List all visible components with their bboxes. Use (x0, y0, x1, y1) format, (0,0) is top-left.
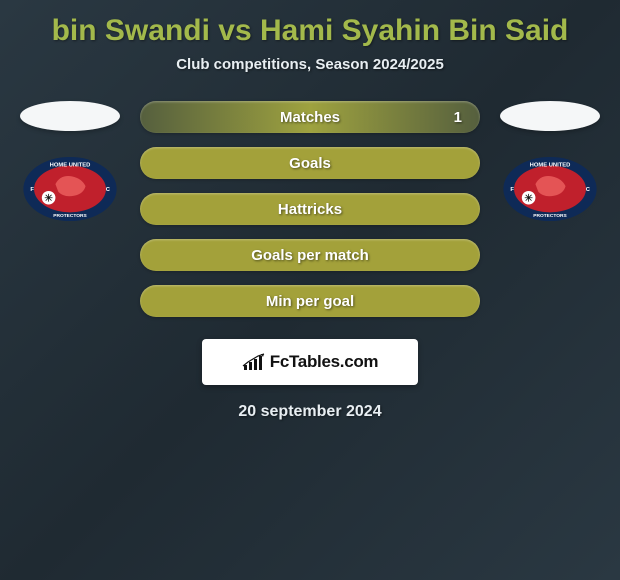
stats-column: Matches 1 Goals Hattricks Goals per matc… (140, 101, 480, 317)
svg-text:F: F (510, 187, 514, 193)
stat-label-hattricks: Hattricks (278, 201, 342, 218)
page-subtitle: Club competitions, Season 2024/2025 (0, 56, 620, 73)
stat-label-goals-per-match: Goals per match (251, 247, 369, 264)
brand-box[interactable]: FcTables.com (202, 339, 418, 385)
player-left-avatar[interactable] (20, 101, 120, 131)
svg-text:HOME UNITED: HOME UNITED (530, 163, 571, 169)
player-left-column: HOME UNITED PROTECTORS F C (20, 101, 120, 223)
stat-label-matches: Matches (280, 109, 340, 126)
stat-bar-matches: Matches 1 (140, 101, 480, 133)
stat-label-min-per-goal: Min per goal (266, 293, 354, 310)
player-right-avatar[interactable] (500, 101, 600, 131)
stat-bar-goals: Goals (140, 147, 480, 179)
footer-date: 20 september 2024 (0, 403, 620, 421)
page-title: bin Swandi vs Hami Syahin Bin Said (0, 4, 620, 56)
brand-chart-icon (242, 353, 266, 371)
brand-inner: FcTables.com (242, 352, 379, 372)
stat-value-right-matches: 1 (454, 109, 462, 126)
stat-bar-goals-per-match: Goals per match (140, 239, 480, 271)
stat-bar-min-per-goal: Min per goal (140, 285, 480, 317)
svg-text:PROTECTORS: PROTECTORS (533, 213, 567, 219)
brand-text: FcTables.com (270, 352, 379, 372)
player-right-column: HOME UNITED PROTECTORS F C (500, 101, 600, 223)
main-row: HOME UNITED PROTECTORS F C Matches 1 Goa… (0, 101, 620, 317)
player-right-club-badge[interactable]: HOME UNITED PROTECTORS F C (501, 155, 599, 223)
stat-label-goals: Goals (289, 155, 331, 172)
svg-text:PROTECTORS: PROTECTORS (53, 213, 87, 219)
stat-bar-hattricks: Hattricks (140, 193, 480, 225)
comparison-widget: bin Swandi vs Hami Syahin Bin Said Club … (0, 0, 620, 421)
svg-text:HOME UNITED: HOME UNITED (50, 163, 91, 169)
player-left-club-badge[interactable]: HOME UNITED PROTECTORS F C (21, 155, 119, 223)
svg-text:F: F (30, 187, 34, 193)
